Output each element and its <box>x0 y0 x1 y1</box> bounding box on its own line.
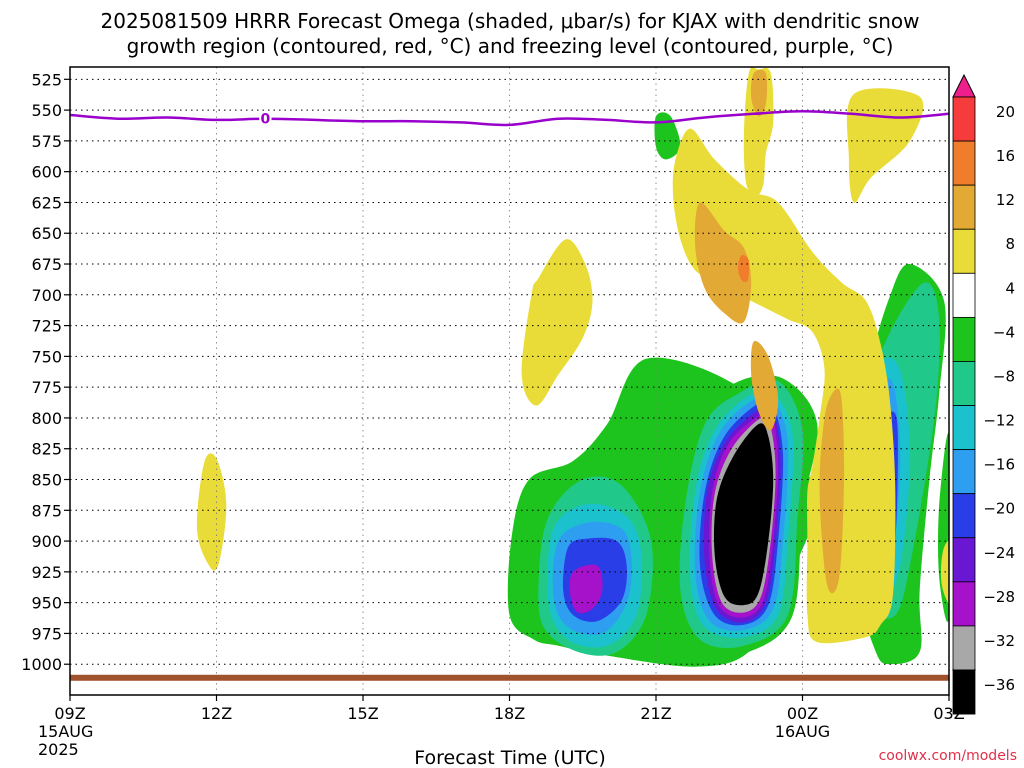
y-tick-label: 800 <box>31 409 62 428</box>
x-tick-label: 12Z <box>201 704 232 723</box>
colorbar-label: 20 <box>996 103 1015 121</box>
y-tick-label: 550 <box>31 101 62 120</box>
y-tick-label: 700 <box>31 286 62 305</box>
colorbar-label: −36 <box>983 676 1015 694</box>
colorbar-top-arrow <box>952 73 976 98</box>
colorbar-label: 16 <box>996 147 1015 165</box>
freezing-level-label: 0 <box>260 112 270 128</box>
colorbar-segment <box>952 493 976 539</box>
y-tick-label: 900 <box>31 532 62 551</box>
colorbar-segment <box>952 140 976 186</box>
colorbar-label: 8 <box>1005 235 1015 253</box>
omega-region <box>738 255 750 283</box>
y-tick-label: 950 <box>31 594 62 613</box>
x-axis-label: Forecast Time (UTC) <box>414 747 605 768</box>
omega-region <box>750 340 779 431</box>
omega-region <box>819 388 845 594</box>
colorbar-segment <box>952 405 976 451</box>
colorbar-segment <box>952 316 976 362</box>
x-tick-label: 18Z <box>494 704 525 723</box>
colorbar-segment <box>952 272 976 318</box>
grid-lines <box>69 67 950 695</box>
x-tick-sublabel: 15AUG <box>38 722 93 741</box>
colorbar-label: 12 <box>996 191 1015 209</box>
y-tick-label: 750 <box>31 347 62 366</box>
y-tick-label: 925 <box>31 563 62 582</box>
omega-region <box>713 423 774 606</box>
y-tick-label: 625 <box>31 193 62 212</box>
y-tick-label: 850 <box>31 471 62 490</box>
y-tick-label: 725 <box>31 317 62 336</box>
colorbar-label: −24 <box>983 544 1015 562</box>
y-tick-label: 975 <box>31 624 62 643</box>
y-axis: 525 550 575 600 625 650 675 700 725 750 775 800 825 8… <box>21 70 70 674</box>
y-tick-label: 575 <box>31 132 62 151</box>
colorbar-segment <box>952 184 976 230</box>
y-tick-label: 775 <box>31 378 62 397</box>
colorbar-label: −28 <box>983 588 1015 606</box>
surface-line <box>70 674 949 681</box>
colorbar-label: −4 <box>993 323 1015 341</box>
colorbar-segment <box>952 96 976 142</box>
y-tick-label: 875 <box>31 501 62 520</box>
colorbar-segment <box>952 449 976 495</box>
x-tick-label: 00Z <box>787 704 818 723</box>
credit-link[interactable]: coolwx.com/models <box>879 748 1017 764</box>
omega-region <box>654 112 681 160</box>
overlay-lines: 0 <box>70 110 949 681</box>
omega-region <box>750 69 768 117</box>
colorbar-label: −20 <box>983 500 1015 518</box>
x-tick-sublabel: 2025 <box>38 740 79 759</box>
y-tick-label: 650 <box>31 224 62 243</box>
colorbar: 20 16 12 8 4 −4 −8 −12 −16 −20 −24 −28 −32 −36 <box>952 73 1015 715</box>
omega-region <box>694 202 752 324</box>
x-tick-label: 09Z <box>54 704 85 723</box>
x-tick-sublabel: 16AUG <box>775 722 830 741</box>
omega-region <box>521 239 593 406</box>
y-tick-label: 825 <box>31 440 62 459</box>
chart-title-line-1: 2025081509 HRRR Forecast Omega (shaded, … <box>101 9 920 33</box>
colorbar-segment <box>952 581 976 627</box>
x-tick-label: 15Z <box>347 704 378 723</box>
y-tick-label: 1000 <box>21 655 62 674</box>
omega-shaded-regions <box>196 67 949 667</box>
colorbar-bottom-arrow <box>952 669 976 694</box>
y-tick-label: 600 <box>31 163 62 182</box>
colorbar-segment <box>952 228 976 274</box>
colorbar-label: −16 <box>983 456 1015 474</box>
colorbar-label: −32 <box>983 632 1015 650</box>
chart-title-line-2: growth region (contoured, red, °C) and f… <box>127 34 894 58</box>
x-tick-label: 21Z <box>640 704 671 723</box>
colorbar-label: −12 <box>983 412 1015 430</box>
y-tick-label: 675 <box>31 255 62 274</box>
freezing-level-line <box>70 110 949 127</box>
colorbar-label: −8 <box>993 367 1015 385</box>
omega-region <box>569 564 603 614</box>
plot-area: 0 <box>69 66 950 696</box>
colorbar-segment <box>952 537 976 583</box>
y-tick-label: 525 <box>31 70 62 89</box>
colorbar-segment <box>952 625 976 671</box>
colorbar-segment <box>952 361 976 406</box>
colorbar-label: 4 <box>1005 279 1015 297</box>
